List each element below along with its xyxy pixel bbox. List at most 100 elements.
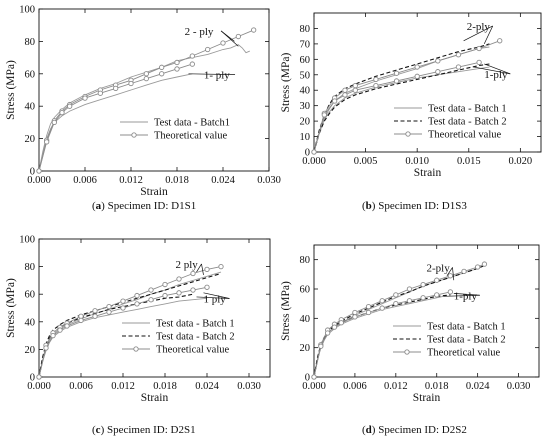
annotation-label: 2-ply: [427, 262, 451, 274]
x-tick-label: 0.012: [119, 175, 143, 186]
data-point: [352, 87, 358, 93]
y-tick-label: 80: [25, 37, 36, 48]
x-tick-label: 0.000: [27, 381, 51, 392]
data-point: [113, 85, 119, 92]
chart-panel-a: 0.000 0.006 0.012 0.018 0.024 0.030 0 20 40 60 80 1…: [5, 5, 281, 199]
data-point: [50, 332, 56, 339]
data-point: [218, 263, 224, 270]
y-axis-label: Stress (MPa): [280, 281, 292, 341]
annotation-leader: [483, 25, 494, 45]
annotation-leader: [203, 292, 230, 299]
y-tick-label: 0: [305, 148, 310, 159]
series-line: [38, 272, 222, 378]
data-point: [220, 40, 226, 46]
data-point: [174, 59, 180, 66]
data-point: [318, 343, 324, 349]
series-line: [313, 295, 444, 378]
data-point: [174, 66, 180, 72]
x-tick-label: 0.018: [153, 381, 177, 392]
data-point: [393, 70, 400, 76]
data-point: [128, 80, 134, 87]
data-point: [414, 64, 420, 70]
data-point: [143, 76, 149, 82]
annotation-leader: [188, 73, 236, 76]
annotation-leader: [452, 267, 455, 281]
data-point: [97, 90, 103, 96]
series-line: [313, 66, 490, 153]
data-point: [342, 92, 348, 98]
data-point: [420, 295, 426, 301]
data-point: [331, 324, 338, 330]
data-point: [36, 374, 42, 380]
y-tick-label: 0: [305, 373, 310, 384]
legend-label: Test data - Batch 1: [428, 104, 507, 115]
data-point: [51, 119, 57, 126]
legend-label: Test data - Batch 1: [156, 319, 235, 330]
data-point: [352, 314, 358, 320]
y-tick-label: 100: [19, 235, 35, 246]
x-axis-label: Strain: [414, 167, 442, 179]
annotation-leader: [196, 263, 202, 273]
data-point: [148, 287, 154, 293]
y-tick-label: 40: [300, 314, 311, 325]
annotation-label: 2-ply: [467, 21, 491, 33]
legend-label: Test data - Batch 2: [428, 117, 507, 128]
x-axis-label: Strain: [141, 392, 169, 404]
data-point: [481, 261, 488, 267]
data-point: [338, 320, 344, 326]
data-point: [447, 289, 454, 295]
data-point: [59, 110, 65, 116]
plot-frame: [313, 12, 542, 153]
series-line: [313, 63, 490, 153]
y-tick-label: 0: [30, 373, 35, 384]
x-axis-label: Strain: [413, 392, 441, 404]
x-tick-label: 0.030: [237, 381, 261, 392]
data-point: [373, 82, 379, 89]
data-point: [120, 305, 126, 311]
data-point: [106, 303, 112, 310]
series-line: [38, 266, 222, 378]
data-point: [78, 317, 84, 324]
data-point: [321, 112, 327, 118]
series-line: [313, 263, 485, 378]
data-point: [148, 297, 154, 303]
data-point: [176, 276, 182, 282]
x-tick-label: 0.024: [195, 381, 219, 392]
data-point: [92, 313, 98, 319]
annotation-label: 1-ply: [454, 290, 478, 302]
data-point: [235, 33, 241, 40]
data-point: [414, 73, 420, 79]
data-point: [205, 46, 211, 53]
y-tick-label: 80: [300, 24, 311, 35]
y-tick-label: 70: [300, 39, 311, 50]
annotation-label: 1-ply: [484, 69, 508, 81]
data-point: [92, 308, 98, 314]
data-point: [420, 281, 426, 288]
data-point: [311, 149, 317, 155]
x-tick-label: 0.012: [111, 381, 135, 392]
data-point: [379, 305, 385, 311]
data-point: [190, 270, 196, 277]
annotation-leader: [220, 30, 239, 47]
caption-a: (a) Specimen ID: D1S1: [92, 200, 197, 212]
x-tick-label: 0.024: [466, 381, 490, 392]
data-point: [120, 298, 126, 304]
chart-panel-c: 0.000 0.006 0.012 0.018 0.024 0.030 0 20 40 60 80 1…: [5, 235, 271, 404]
plot-frame: [38, 238, 271, 378]
y-axis-label: Stress (MPa): [280, 52, 292, 112]
annotation-label: 2 ply: [176, 259, 199, 271]
x-tick-label: 0.018: [425, 381, 449, 392]
x-tick-label: 0.024: [211, 175, 235, 186]
data-point: [189, 53, 195, 59]
legend-marker: [405, 131, 411, 137]
x-tick-label: 0.006: [73, 175, 97, 186]
y-tick-label: 60: [300, 285, 311, 296]
data-point: [373, 76, 379, 83]
data-point: [251, 27, 257, 33]
plot-frame: [38, 8, 270, 172]
series-line: [38, 29, 254, 172]
y-tick-label: 40: [25, 102, 36, 113]
data-point: [461, 268, 467, 275]
data-point: [406, 286, 413, 292]
data-point: [365, 303, 372, 310]
